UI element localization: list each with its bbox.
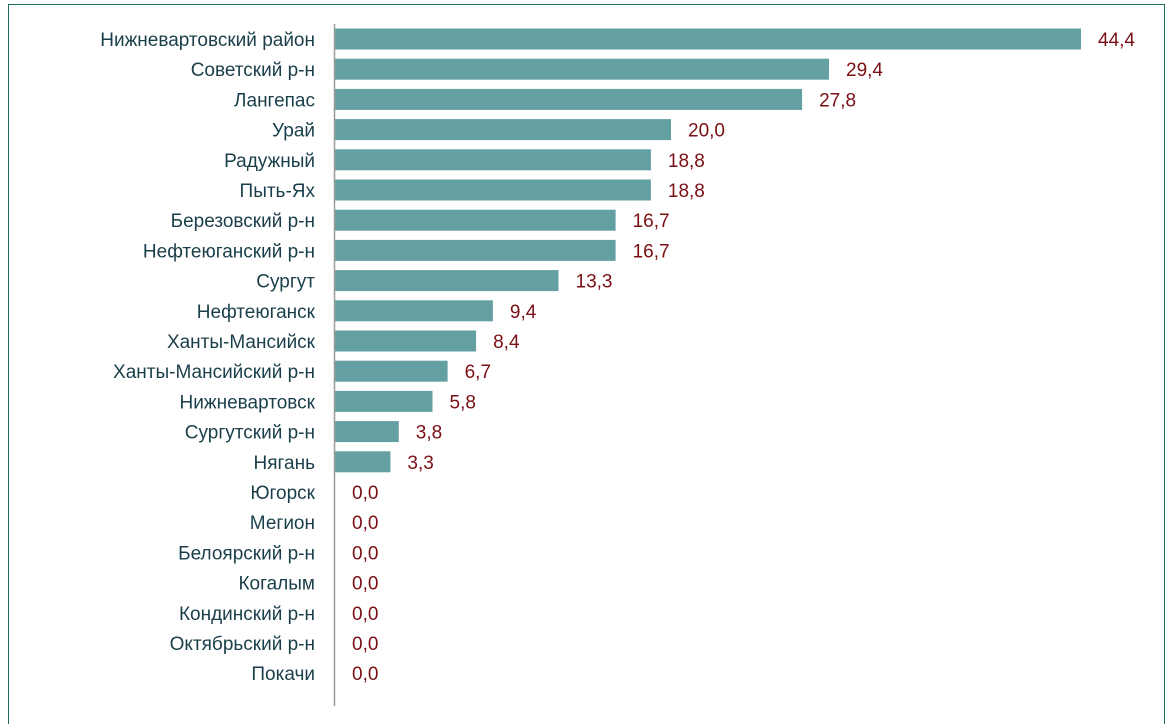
bar: [335, 270, 559, 292]
bar: [335, 149, 651, 171]
category-label: Радужный: [224, 151, 315, 172]
bar: [335, 239, 616, 261]
category-label: Березовский р-н: [171, 211, 315, 232]
category-label: Кондинский р-н: [179, 604, 315, 625]
value-label: 29,4: [846, 60, 883, 81]
category-label: Нефтеюганский р-н: [143, 241, 315, 262]
labels-layer: Нижневартовский район 44,4 Советский р-н 29…: [100, 30, 1135, 685]
category-label: Ханты-Мансийск: [167, 332, 316, 353]
bar: [335, 28, 1081, 50]
value-label: 0,0: [352, 664, 378, 685]
value-label: 9,4: [510, 302, 537, 323]
bar: [335, 58, 829, 80]
value-label: 8,4: [493, 332, 520, 353]
value-label: 0,0: [352, 543, 378, 564]
category-label: Нефтеюганск: [197, 302, 316, 323]
value-label: 16,7: [633, 211, 670, 232]
category-label: Пыть-Ях: [240, 181, 316, 202]
value-label: 18,8: [668, 181, 705, 202]
value-label: 16,7: [633, 241, 670, 262]
value-label: 18,8: [668, 151, 705, 172]
category-label: Нижневартовск: [180, 392, 316, 413]
category-label: Сургутский р-н: [185, 423, 315, 444]
value-label: 0,0: [352, 604, 378, 625]
chart-frame: [8, 4, 1165, 724]
value-label: 13,3: [576, 272, 613, 293]
value-label: 20,0: [688, 121, 725, 142]
bar: [335, 360, 448, 382]
bar: [335, 421, 399, 443]
category-label: Советский р-н: [191, 60, 315, 81]
bar: [335, 179, 651, 201]
value-label: 0,0: [352, 513, 378, 534]
category-label: Нягань: [254, 453, 316, 474]
bar: [335, 300, 493, 322]
category-label: Мегион: [250, 513, 315, 534]
category-label: Сургут: [256, 272, 315, 293]
value-label: 3,8: [416, 423, 442, 444]
category-label: Урай: [272, 121, 315, 142]
value-label: 3,3: [407, 453, 433, 474]
bar: [335, 88, 803, 110]
bars-layer: [335, 28, 1081, 473]
category-label: Югорск: [250, 483, 315, 504]
bar: [335, 119, 671, 141]
bar: [335, 390, 433, 412]
category-label: Покачи: [251, 664, 315, 685]
value-label: 0,0: [352, 634, 378, 655]
category-label: Ханты-Мансийский р-н: [113, 362, 315, 383]
bar: [335, 209, 616, 231]
category-label: Нижневартовский район: [100, 30, 315, 51]
category-label: Октябрьский р-н: [170, 634, 315, 655]
value-label: 27,8: [819, 90, 856, 111]
bar: [335, 451, 391, 473]
value-label: 5,8: [450, 392, 476, 413]
value-label: 6,7: [465, 362, 491, 383]
value-label: 0,0: [352, 574, 378, 595]
category-label: Лангепас: [234, 90, 315, 111]
value-label: 0,0: [352, 483, 378, 504]
category-label: Когалым: [238, 574, 315, 595]
value-label: 44,4: [1098, 30, 1135, 51]
category-label: Белоярский р-н: [178, 543, 315, 564]
bar: [335, 330, 477, 352]
